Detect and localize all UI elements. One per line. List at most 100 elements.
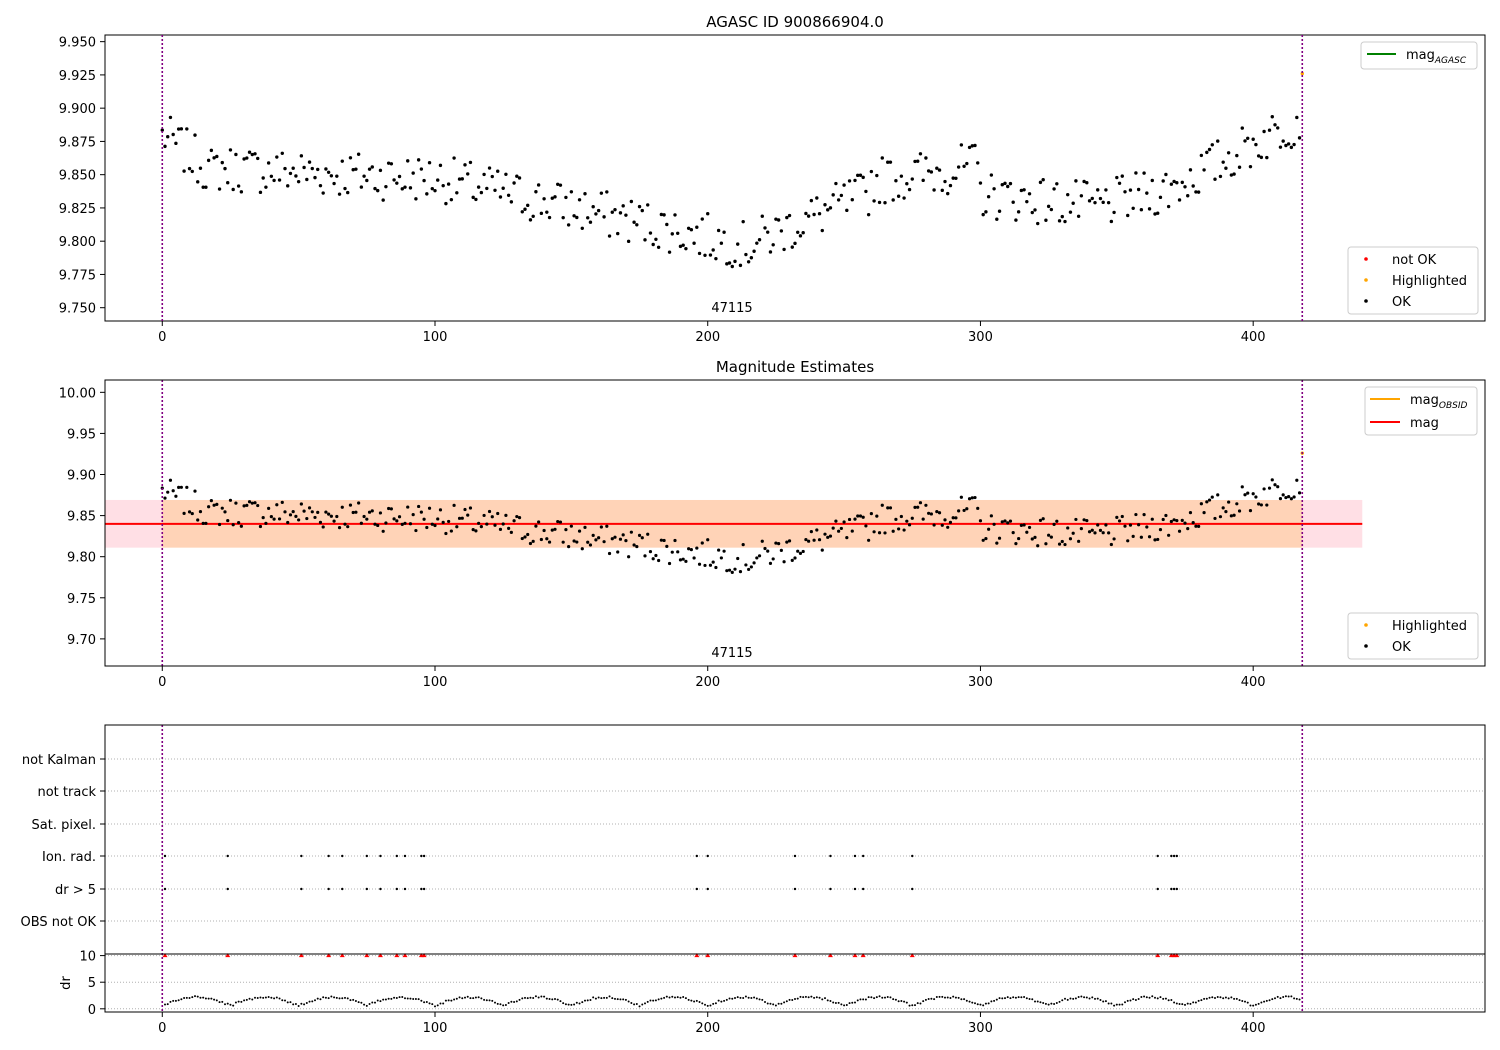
data-point: [932, 523, 936, 527]
x-tick-label: 100: [423, 675, 448, 690]
data-point: [242, 157, 246, 161]
dr-point: [589, 998, 592, 1001]
data-point: [335, 174, 339, 178]
dr-bad-marker: [909, 953, 915, 958]
data-point: [681, 243, 685, 247]
data-point: [250, 501, 254, 505]
data-point: [1270, 115, 1274, 119]
data-point: [913, 159, 917, 164]
dr-point: [924, 998, 927, 1001]
magnitude-title: Magnitude Estimates: [716, 358, 874, 376]
data-point: [1074, 179, 1078, 183]
data-point: [995, 217, 999, 221]
data-point: [978, 519, 983, 523]
dr-point: [1044, 1002, 1047, 1005]
data-point: [174, 141, 178, 146]
data-point: [897, 527, 901, 531]
dr-point: [354, 1000, 357, 1003]
data-point: [757, 238, 762, 242]
data-point: [220, 506, 224, 510]
data-point: [455, 191, 459, 195]
data-point: [766, 549, 770, 553]
data-point: [384, 184, 388, 189]
data-point: [932, 188, 936, 192]
dr-point: [275, 996, 278, 999]
dr-point: [1091, 996, 1094, 999]
data-point: [711, 248, 715, 252]
dr-bad-marker: [694, 953, 700, 958]
data-point: [209, 148, 214, 153]
data-point: [280, 500, 284, 504]
data-point: [534, 524, 538, 528]
dr-point: [723, 999, 726, 1002]
dr-point: [294, 1002, 297, 1005]
data-point: [1259, 155, 1264, 160]
data-point: [591, 204, 595, 209]
data-point: [1153, 538, 1157, 542]
dr-point: [303, 1003, 306, 1006]
data-point: [869, 512, 873, 516]
data-point: [261, 516, 265, 520]
dr-point: [616, 998, 619, 1001]
y-tick-label: 9.90: [67, 469, 96, 484]
data-point: [828, 206, 833, 210]
dr-point: [264, 996, 267, 999]
dr-point: [177, 999, 180, 1002]
data-point: [247, 150, 252, 154]
data-point: [700, 217, 704, 221]
data-point: [624, 213, 628, 217]
data-point: [392, 517, 396, 521]
data-point: [1109, 542, 1113, 547]
dr-point: [1173, 1001, 1176, 1004]
data-point: [343, 522, 347, 526]
data-point: [217, 522, 222, 527]
data-point: [539, 537, 543, 542]
data-point: [190, 511, 194, 516]
dr-point: [1099, 999, 1102, 1002]
data-point: [812, 538, 816, 542]
dr-point: [284, 999, 286, 1002]
data-point: [201, 521, 205, 525]
data-point: [1207, 147, 1212, 152]
dr-point: [649, 999, 652, 1002]
data-point: [777, 542, 781, 546]
data-point: [1273, 483, 1277, 487]
data-point: [946, 525, 950, 529]
data-point: [984, 536, 988, 541]
highlighted-point: [1300, 71, 1304, 76]
dr-point: [712, 1002, 715, 1005]
dr-point: [461, 997, 464, 1000]
data-point: [880, 503, 884, 507]
dr-point: [1276, 995, 1279, 998]
dr-point: [185, 996, 188, 999]
dr-point: [720, 1000, 723, 1003]
data-point: [948, 183, 953, 188]
data-point: [411, 513, 415, 517]
x-tick-label: 0: [158, 330, 166, 345]
dr-point: [183, 997, 186, 1000]
flag-label: not Kalman: [22, 753, 96, 768]
dr-bad-marker: [705, 953, 711, 958]
data-point: [940, 523, 944, 527]
data-point: [1093, 200, 1097, 205]
data-point: [359, 521, 363, 525]
data-point: [1262, 487, 1266, 491]
data-point: [673, 538, 677, 543]
dr-point: [327, 997, 330, 1000]
data-point: [757, 554, 762, 558]
data-point: [373, 186, 377, 191]
dr-point: [401, 995, 404, 998]
ion-rad-flag-point: [163, 854, 167, 858]
dr-bad-marker: [860, 953, 866, 958]
data-point: [389, 507, 393, 511]
data-point: [817, 211, 822, 216]
data-point: [457, 177, 462, 181]
dr-point: [164, 1003, 166, 1006]
data-point: [916, 159, 920, 163]
data-point: [324, 510, 328, 514]
data-point: [411, 171, 415, 175]
data-point: [452, 503, 456, 507]
dr-point: [1085, 996, 1088, 999]
data-point: [395, 181, 399, 185]
data-point: [177, 485, 181, 490]
